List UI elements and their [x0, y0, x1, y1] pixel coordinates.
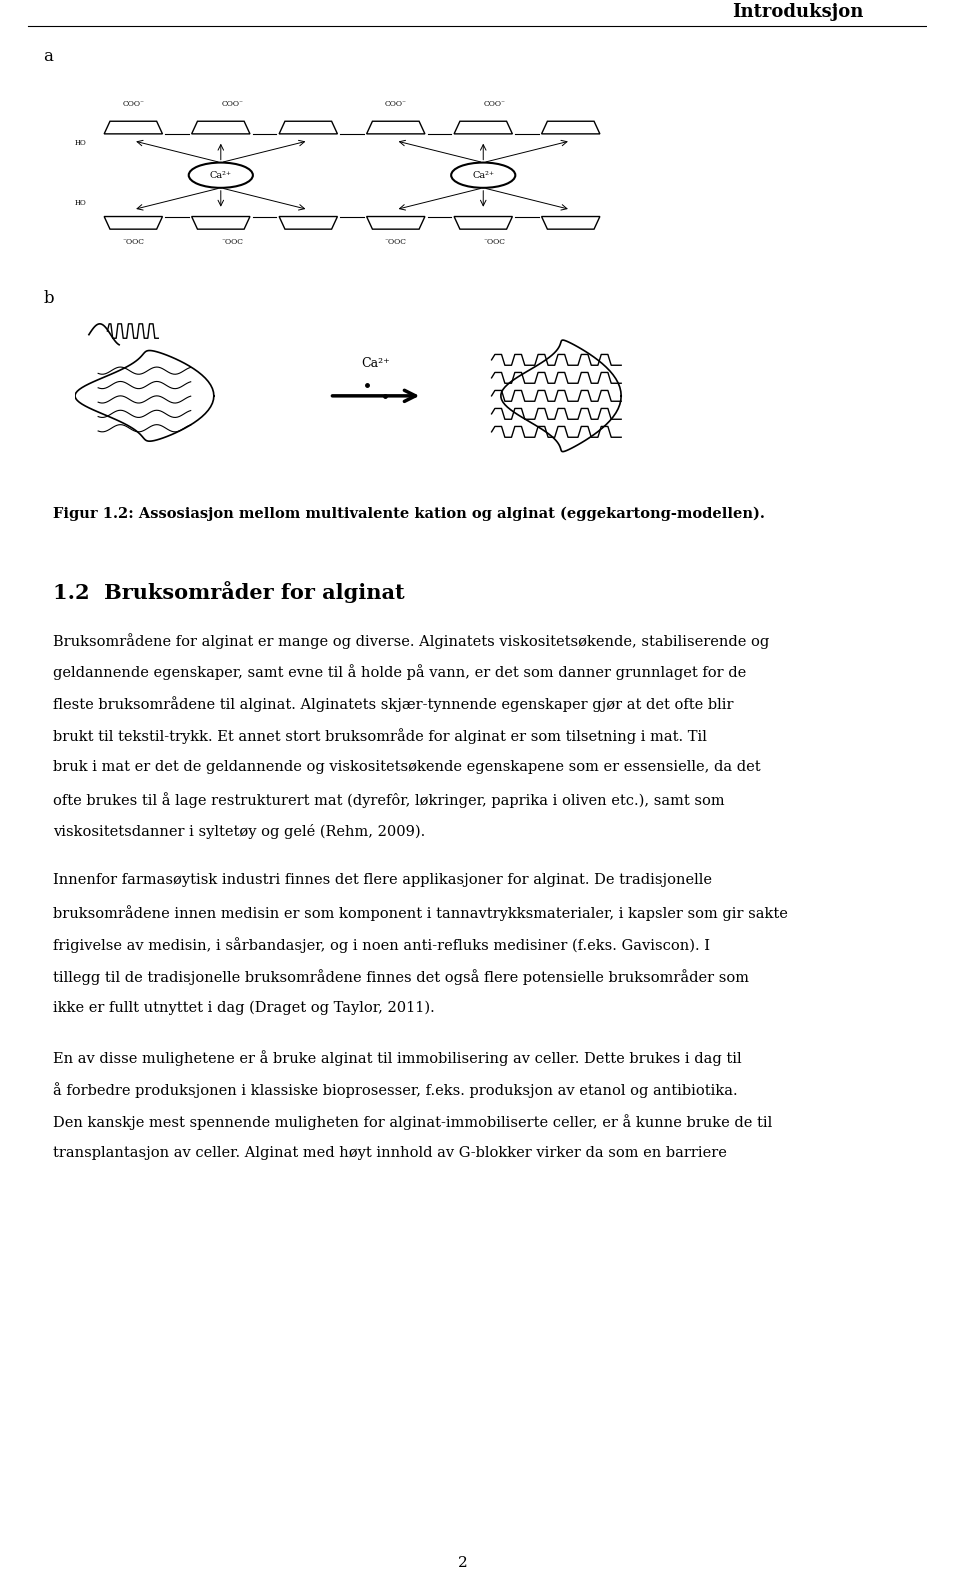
Text: transplantasjon av celler. Alginat med høyt innhold av G-blokker virker da som e: transplantasjon av celler. Alginat med h… — [53, 1146, 727, 1160]
Text: bruk i mat er det de geldannende og viskositetsøkende egenskapene som er essensi: bruk i mat er det de geldannende og visk… — [53, 761, 760, 773]
Text: COO⁻: COO⁻ — [385, 100, 407, 108]
Text: b: b — [43, 290, 54, 307]
Text: COO⁻: COO⁻ — [222, 100, 244, 108]
Text: Introduksjon: Introduksjon — [732, 3, 864, 21]
Text: viskositetsdanner i syltetøy og gelé (Rehm, 2009).: viskositetsdanner i syltetøy og gelé (Re… — [53, 824, 425, 838]
Text: Den kanskje mest spennende muligheten for alginat-immobiliserte celler, er å kun: Den kanskje mest spennende muligheten fo… — [53, 1114, 773, 1130]
Text: ikke er fullt utnyttet i dag (Draget og Taylor, 2011).: ikke er fullt utnyttet i dag (Draget og … — [53, 1000, 435, 1016]
Text: Ca²⁺: Ca²⁺ — [209, 171, 232, 179]
Text: Innenfor farmasøytisk industri finnes det flere applikasjoner for alginat. De tr: Innenfor farmasøytisk industri finnes de… — [53, 873, 712, 888]
Text: bruksområdene innen medisin er som komponent i tannavtrykksmaterialer, i kapsler: bruksområdene innen medisin er som kompo… — [53, 905, 788, 921]
Text: Ca²⁺: Ca²⁺ — [472, 171, 494, 179]
Text: å forbedre produksjonen i klassiske bioprosesser, f.eks. produksjon av etanol og: å forbedre produksjonen i klassiske biop… — [53, 1083, 737, 1098]
Text: HO: HO — [75, 139, 86, 147]
Text: En av disse mulighetene er å bruke alginat til immobilisering av celler. Dette b: En av disse mulighetene er å bruke algin… — [53, 1051, 742, 1067]
Text: 2: 2 — [458, 1556, 468, 1571]
Text: ⁻OOC: ⁻OOC — [122, 238, 144, 246]
Text: Ca²⁺: Ca²⁺ — [362, 357, 390, 369]
Text: COO⁻: COO⁻ — [484, 100, 506, 108]
Text: 1.2  Bruksområder for alginat: 1.2 Bruksområder for alginat — [53, 582, 405, 602]
Text: brukt til tekstil-trykk. Et annet stort bruksområde for alginat er som tilsetnin: brukt til tekstil-trykk. Et annet stort … — [53, 728, 707, 743]
Text: a: a — [43, 48, 54, 65]
Text: ⁻OOC: ⁻OOC — [484, 238, 506, 246]
Text: ⁻OOC: ⁻OOC — [222, 238, 244, 246]
Text: ⁻OOC: ⁻OOC — [385, 238, 407, 246]
Text: Bruksområdene for alginat er mange og diverse. Alginatets viskositetsøkende, sta: Bruksområdene for alginat er mange og di… — [53, 632, 769, 648]
Text: COO⁻: COO⁻ — [122, 100, 144, 108]
Text: frigivelse av medisin, i sårbandasjer, og i noen anti-refluks medisiner (f.eks. : frigivelse av medisin, i sårbandasjer, o… — [53, 937, 710, 953]
Text: tillegg til de tradisjonelle bruksområdene finnes det også flere potensielle bru: tillegg til de tradisjonelle bruksområde… — [53, 968, 749, 984]
Text: HO: HO — [75, 200, 86, 208]
Text: fleste bruksområdene til alginat. Alginatets skjær-tynnende egenskaper gjør at d: fleste bruksområdene til alginat. Algina… — [53, 696, 733, 712]
Text: ofte brukes til å lage restrukturert mat (dyrefôr, løkringer, paprika i oliven e: ofte brukes til å lage restrukturert mat… — [53, 792, 725, 808]
Text: geldannende egenskaper, samt evne til å holde på vann, er det som danner grunnla: geldannende egenskaper, samt evne til å … — [53, 664, 746, 680]
Text: Figur 1.2: Assosiasjon mellom multivalente kation og alginat (eggekartong-modell: Figur 1.2: Assosiasjon mellom multivalen… — [53, 506, 765, 521]
